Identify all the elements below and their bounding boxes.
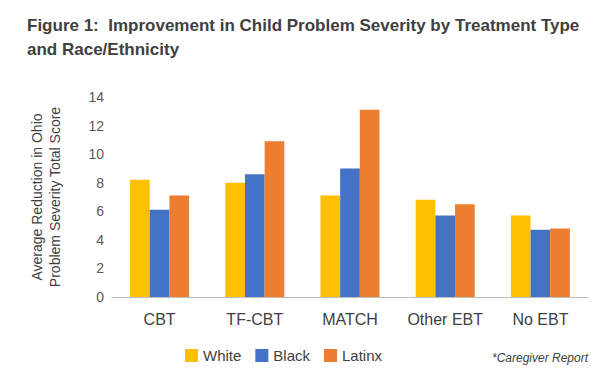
- svg-text:Other EBT: Other EBT: [407, 311, 483, 328]
- svg-text:MATCH: MATCH: [322, 311, 378, 328]
- svg-text:8: 8: [96, 175, 104, 191]
- svg-text:CBT: CBT: [144, 311, 176, 328]
- svg-text:6: 6: [96, 203, 104, 219]
- svg-text:Average Reduction in Ohio: Average Reduction in Ohio: [29, 113, 45, 280]
- svg-text:No EBT: No EBT: [512, 311, 568, 328]
- svg-text:Black: Black: [273, 347, 310, 364]
- svg-text:14: 14: [88, 89, 104, 105]
- svg-text:10: 10: [88, 146, 104, 162]
- svg-text:TF-CBT: TF-CBT: [226, 311, 283, 328]
- svg-text:Latinx: Latinx: [342, 347, 383, 364]
- svg-text:White: White: [203, 347, 241, 364]
- svg-text:12: 12: [88, 118, 104, 134]
- svg-text:Figure 1: Improvement in Chil: Figure 1: Improvement in Child Problem S…: [27, 16, 584, 35]
- svg-text:and Race/Ethnicity: and Race/Ethnicity: [27, 40, 180, 59]
- svg-text:*Caregiver Report: *Caregiver Report: [492, 351, 589, 365]
- svg-text:2: 2: [96, 260, 104, 276]
- svg-text:Problem Severity Total Score: Problem Severity Total Score: [47, 107, 63, 287]
- svg-text:4: 4: [96, 232, 104, 248]
- svg-text:0: 0: [96, 289, 104, 305]
